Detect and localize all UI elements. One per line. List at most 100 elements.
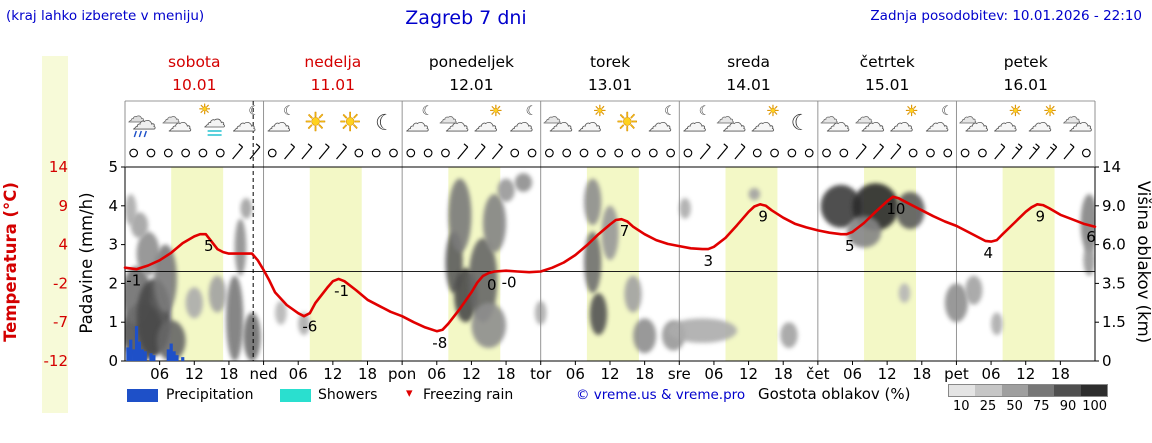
precipitation-swatch	[127, 389, 158, 402]
wind-calm-icon	[215, 148, 225, 158]
density-tick-label: 75	[1033, 399, 1050, 414]
moon-icon: ☾	[941, 104, 953, 119]
weather-icon-sun: ☀	[304, 108, 328, 139]
wind-calm-icon	[406, 148, 416, 158]
wind-calm-icon	[839, 148, 849, 158]
freezing-rain-icon: ▾	[406, 386, 413, 401]
weather-icon-mooncloud: ☾☁	[266, 104, 294, 137]
wind-barb-icon	[284, 146, 296, 160]
weather-icon-cloud: ☁☁	[1062, 107, 1093, 138]
cloud-icon: ☁	[648, 109, 672, 137]
wind-barb-icon	[994, 146, 1006, 160]
copyright-link[interactable]: © vreme.us & vreme.pro	[576, 387, 746, 403]
precipitation-tick-label: 2	[108, 274, 118, 292]
cloud-icon: ☁	[509, 109, 533, 137]
weather-icon-rain: ☁☁	[127, 107, 157, 138]
precipitation-tick-label: 4	[108, 197, 118, 215]
temperature-point-label: 5	[845, 237, 855, 255]
wind-calm-icon	[562, 148, 572, 158]
cloud-blob	[156, 320, 186, 361]
sun-icon: ☀	[1009, 102, 1022, 120]
sun-icon: ☀	[198, 102, 211, 118]
cloud-icon: ☁	[925, 109, 949, 137]
wind-barb-icon	[706, 143, 711, 148]
wind-calm-icon	[371, 148, 381, 158]
cloud-blob	[234, 218, 247, 276]
day-name: sreda	[727, 53, 770, 71]
cloud-blob	[125, 194, 137, 226]
cloud-blob	[965, 275, 983, 305]
last-update-text: Zadnja posodobitev: 10.01.2026 - 22:10	[870, 8, 1142, 24]
weather-icon-mooncloud: ☾☁	[682, 104, 711, 137]
cloud-icon: ☁	[751, 109, 775, 137]
cloud-icon: ☁	[722, 109, 746, 137]
sun-icon: ☀	[616, 108, 639, 138]
wind-barb-icon	[855, 146, 867, 160]
wind-calm-icon	[181, 148, 190, 158]
density-gradient-segment	[1080, 385, 1107, 396]
sun-icon: ☀	[1043, 102, 1056, 120]
cloud-blob	[589, 293, 608, 336]
wind-barb-icon	[318, 146, 330, 160]
wind-barb-icon	[861, 143, 867, 148]
cloud-icon: ☁	[405, 109, 429, 137]
wind-barb-icon	[1035, 143, 1040, 148]
temperature-point-label: 5	[204, 237, 214, 255]
cloud-height-tick-label: 9.0	[1102, 197, 1126, 215]
day-name: ponedeljek	[429, 53, 514, 71]
precipitation-bar	[152, 355, 156, 361]
density-tick-label: 50	[1006, 399, 1023, 414]
wind-barb-icon	[1015, 146, 1020, 151]
precipitation-bar	[126, 347, 130, 361]
hour-tick-label: 12	[185, 365, 204, 383]
cloud-height-axis-title: Višina oblakov (km)	[1134, 181, 1152, 343]
cloud-blob	[584, 178, 602, 226]
precipitation-bar	[175, 355, 179, 361]
cloud-icon: ☁	[965, 109, 989, 137]
precipitation-bar	[149, 353, 153, 361]
hour-tick-label: 18	[774, 365, 793, 383]
wind-barb-icon	[879, 143, 884, 148]
moon-icon: ☾	[422, 104, 434, 119]
density-tick-label: 100	[1082, 399, 1108, 414]
wind-calm-icon	[926, 148, 935, 158]
cloud-icon: ☁	[826, 109, 850, 137]
moon-icon: ☾	[248, 104, 260, 119]
cloud-blob	[780, 322, 798, 349]
weather-icon-suncloud: ☀☁	[889, 102, 918, 138]
weather-icon-suncloud: ☀☁	[1028, 102, 1057, 138]
moon-icon: ☾	[699, 104, 711, 119]
moon-icon: ☾	[664, 104, 676, 119]
precipitation-bar	[132, 349, 136, 361]
day-date: 11.01	[311, 76, 355, 94]
cloud-density-tick-labels: 10 25 50 75 90 100	[0, 399, 1152, 414]
wind-calm-icon	[631, 148, 641, 158]
precipitation-tick-label: 3	[108, 236, 118, 254]
cloud-back-icon: ☁	[1063, 107, 1081, 128]
temperature-tick-label: -12	[44, 352, 69, 370]
cloud-blob	[136, 231, 160, 276]
wind-calm-icon	[146, 148, 156, 158]
wind-calm-icon	[770, 148, 779, 158]
cloud-blob	[240, 198, 253, 219]
wind-calm-icon	[960, 148, 970, 158]
wind-barb-icon	[232, 146, 244, 160]
weather-icons-layer: ☁☁ ☁☁ ☀☁ ☾☁ ☾☁ ☀ ☀ ☾ ☾☁ ☁☁ ☀☁ ☾☁ ☁☁ ☀☁ ☀ ☾☁ ☾☁ ☁☁ ☀☁ ☾ ☁☁ ☁☁ ☀…	[127, 102, 1093, 139]
temperature-point-label: -0	[502, 274, 517, 292]
cloud-blob	[468, 238, 498, 323]
day-name: petek	[1004, 53, 1048, 71]
precipitation-bar	[172, 351, 176, 361]
wind-calm-icon	[527, 148, 537, 158]
temperature-layer: -1 5 -6 -1 -8 0 -0 7 3 9 5 10 4 9 6	[123, 195, 1097, 352]
weather-icon-mooncloud: ☾☁	[232, 104, 260, 137]
weather-icon-cloud: ☁☁	[854, 107, 885, 138]
cloud-blob	[448, 178, 472, 253]
wind-calm-icon	[389, 148, 398, 158]
weather-icon-cloud: ☁☁	[958, 107, 989, 138]
wind-calm-icon	[648, 148, 658, 158]
day-abbrev-label: sre	[668, 365, 691, 383]
wind-calm-icon	[423, 148, 433, 158]
hour-tick-label: 06	[150, 365, 169, 383]
precipitation-tick-label: 5	[108, 158, 118, 176]
